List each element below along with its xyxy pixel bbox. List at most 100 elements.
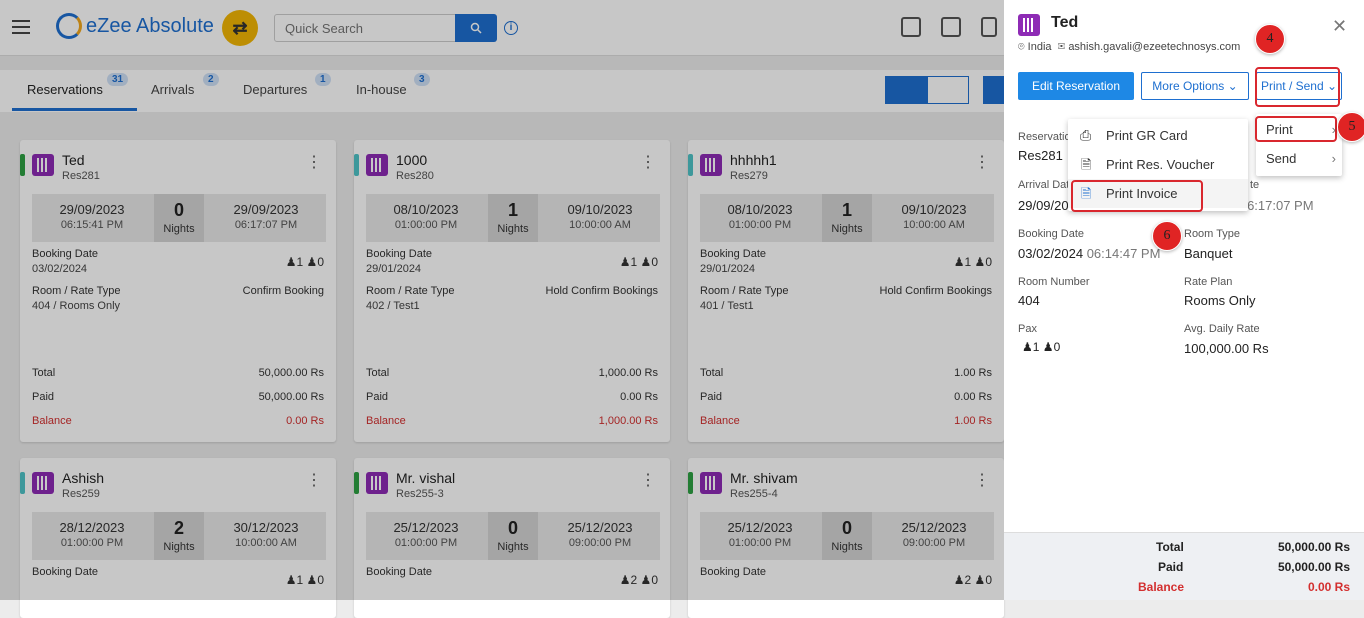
count-badge: 31 xyxy=(107,73,129,86)
quick-search-input[interactable] xyxy=(274,14,456,42)
balance-label: Balance xyxy=(366,415,406,427)
tab-reservations[interactable]: Reservations 31 xyxy=(27,73,129,97)
reservation-card[interactable]: 1000 Res280 ⋮ 08/10/2023 01:00:00 PM 1 Nig… xyxy=(354,140,670,442)
reservation-card[interactable]: hhhhh1 Res279 ⋮ 08/10/2023 01:00:00 PM 1 N… xyxy=(688,140,1004,442)
calendar-icon[interactable] xyxy=(981,17,997,37)
arrival-date: 25/12/2023 01:00:00 PM xyxy=(700,520,820,549)
edit-reservation-button[interactable]: Edit Reservation xyxy=(1018,72,1134,100)
more-vert-icon[interactable]: ⋮ xyxy=(640,154,656,171)
room-number-label: Room Number xyxy=(1018,276,1090,288)
reservation-id: Res280 xyxy=(396,170,434,182)
info-icon[interactable]: i xyxy=(504,21,518,35)
guest-meta: ⌾ India ✉ ashish.gavali@ezeetechnosys.co… xyxy=(1018,41,1240,54)
hotel-icon xyxy=(1018,14,1040,36)
status-bar xyxy=(20,472,25,494)
reservation-id: Res281 xyxy=(62,170,100,182)
reservation-card[interactable]: Ted Res281 ⋮ 29/09/2023 06:15:41 PM 0 Nigh… xyxy=(20,140,336,442)
total-value: 1.00 Rs xyxy=(954,367,992,379)
reservation-card[interactable]: Ashish Res259 ⋮ 28/12/2023 01:00:00 PM 2 N… xyxy=(20,458,336,618)
more-vert-icon[interactable]: ⋮ xyxy=(974,472,990,489)
arrival-date: 29/09/2023 06:15:41 PM xyxy=(32,202,152,231)
print-send-button[interactable]: Print / Send ⌄ xyxy=(1256,72,1342,100)
nights-label: Nights xyxy=(163,541,195,553)
guest-name[interactable]: Ted xyxy=(62,152,85,168)
reservation-card[interactable]: Mr. shivam Res255-4 ⋮ 25/12/2023 01:00:00… xyxy=(688,458,1004,618)
view-calendar-button[interactable] xyxy=(885,76,927,104)
booking-date-label: Booking Date xyxy=(366,566,433,578)
tab-label: Reservations xyxy=(27,82,103,97)
tab-label: Arrivals xyxy=(151,82,195,97)
calendar-check-icon[interactable] xyxy=(941,17,961,37)
panel-footer-totals: Total 50,000.00 Rs Paid 50,000.00 Rs Bal… xyxy=(1004,532,1364,600)
nights-box: 0 Nights xyxy=(822,512,872,560)
total-value: 50,000.00 Rs xyxy=(1277,540,1350,554)
more-options-label: More Options xyxy=(1152,79,1225,93)
arrival-date: 25/12/2023 01:00:00 PM xyxy=(366,520,486,549)
view-person-button[interactable] xyxy=(927,76,969,104)
guest-name[interactable]: hhhhh1 xyxy=(730,152,777,168)
app-title: eZee Absolute xyxy=(86,14,214,37)
booking-date: 03/02/2024 xyxy=(32,263,88,275)
guest-name[interactable]: Mr. shivam xyxy=(730,470,798,486)
grid-view-button[interactable] xyxy=(983,76,1004,104)
booking-date-label: Booking Date xyxy=(700,248,767,260)
paid-value: 50,000.00 Rs xyxy=(1277,560,1350,574)
child-count: 0 xyxy=(651,573,658,587)
guest-name[interactable]: 1000 xyxy=(396,152,428,168)
menu-item-label: Print xyxy=(1266,122,1293,137)
app-logo[interactable]: eZee Absolute xyxy=(56,13,214,39)
room-rate-value: 402 / Test1 xyxy=(366,300,420,312)
room-rate-label: Room / Rate Type xyxy=(700,285,789,297)
more-vert-icon[interactable]: ⋮ xyxy=(306,154,322,171)
booking-date: 29/01/2024 xyxy=(366,263,422,275)
hamburger-menu-icon[interactable] xyxy=(12,20,30,34)
paid-label: Paid xyxy=(366,391,389,403)
guest-name: Ted xyxy=(1051,14,1079,31)
paid-label: Paid xyxy=(700,391,723,403)
adult-count: 2 xyxy=(630,573,638,587)
tab-arrivals[interactable]: Arrivals 2 xyxy=(151,73,219,97)
balance-label: Balance xyxy=(1138,580,1185,594)
reservation-card[interactable]: Mr. vishal Res255-3 ⋮ 25/12/2023 01:00:00… xyxy=(354,458,670,618)
tab-departures[interactable]: Departures 1 xyxy=(243,73,331,97)
adult-icon: ♟ xyxy=(619,573,631,587)
guest-name[interactable]: Ashish xyxy=(62,470,105,486)
total-value: 1,000.00 Rs xyxy=(598,367,658,379)
shuffle-icon[interactable]: ⇄ xyxy=(222,10,258,46)
nights-label: Nights xyxy=(497,223,529,235)
hotel-icon xyxy=(700,472,722,494)
search-button[interactable] xyxy=(455,14,497,42)
more-options-button[interactable]: More Options ⌄ xyxy=(1141,72,1249,100)
menu-item-print-res-voucher[interactable]: 🗎 Print Res. Voucher xyxy=(1068,150,1248,179)
pax: ♟1 ♟0 xyxy=(286,573,324,587)
more-vert-icon[interactable]: ⋮ xyxy=(640,472,656,489)
menu-item-print[interactable]: Print › xyxy=(1256,115,1342,144)
nights-label: Nights xyxy=(497,541,529,553)
more-vert-icon[interactable]: ⋮ xyxy=(306,472,322,489)
modal-overlay[interactable] xyxy=(0,0,1004,600)
nights-label: Nights xyxy=(831,541,863,553)
arrival-date: 28/12/2023 01:00:00 PM xyxy=(32,520,152,549)
more-vert-icon[interactable]: ⋮ xyxy=(974,154,990,171)
menu-item-print-invoice[interactable]: 🗎 Print Invoice xyxy=(1068,179,1248,208)
nights-box: 0 Nights xyxy=(154,194,204,242)
stay-dates: 29/09/2023 06:15:41 PM 0 Nights 29/09/2023… xyxy=(32,194,326,242)
guest-name[interactable]: Mr. vishal xyxy=(396,470,456,486)
close-icon[interactable]: ✕ xyxy=(1332,16,1348,36)
date: 08/10/2023 xyxy=(393,202,459,217)
reservation-tabs: Reservations 31 Arrivals 2 Departures 1 … xyxy=(0,70,1004,112)
calendar-add-icon[interactable] xyxy=(901,17,921,37)
hotel-icon xyxy=(32,154,54,176)
menu-item-send[interactable]: Send › xyxy=(1256,144,1342,173)
arrival-label: Arrival Dat xyxy=(1018,179,1070,191)
tab-in-house[interactable]: In-house 3 xyxy=(356,73,430,97)
reservation-id: Res255-3 xyxy=(396,488,444,500)
menu-item-print-gr-card[interactable]: ⎙ Print GR Card xyxy=(1068,121,1248,150)
room-type-label: Room Type xyxy=(1184,228,1241,240)
nights-count: 2 xyxy=(173,518,184,538)
count-badge: 2 xyxy=(203,73,219,86)
booking-date-label: Booking Date xyxy=(32,566,99,578)
booking-status: Confirm Booking xyxy=(242,285,324,297)
booking-date-label: Booking Date xyxy=(366,248,433,260)
booking-date-value: 03/02/2024 06:14:47 PM xyxy=(1018,246,1160,261)
